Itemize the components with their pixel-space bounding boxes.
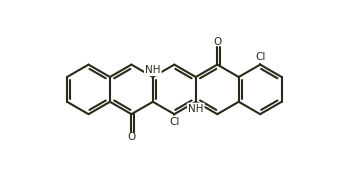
Text: NH: NH bbox=[188, 104, 204, 114]
Text: Cl: Cl bbox=[255, 52, 266, 62]
Text: Cl: Cl bbox=[169, 117, 179, 127]
Text: NH: NH bbox=[145, 65, 161, 75]
Text: O: O bbox=[213, 37, 221, 47]
Text: O: O bbox=[127, 132, 136, 142]
